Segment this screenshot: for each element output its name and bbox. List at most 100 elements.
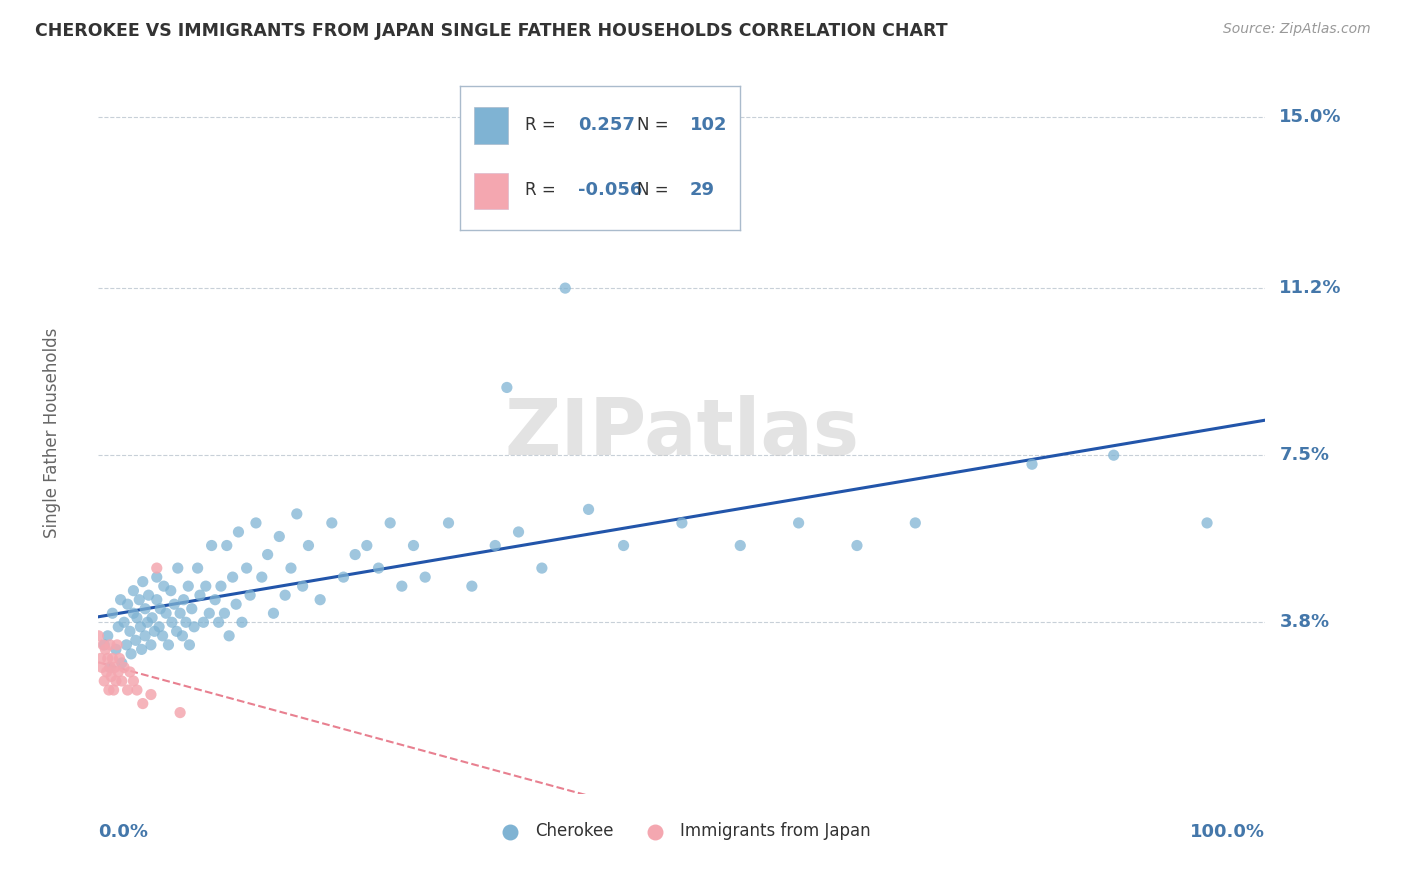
Point (111, 656, 134, 670)
Point (104, 673, 127, 688)
Point (122, 583, 145, 598)
Point (402, 539, 425, 553)
Point (120, 647, 142, 661)
Point (201, 539, 224, 553)
Point (256, 548, 278, 562)
Point (155, 607, 177, 621)
Text: 15.0%: 15.0% (1279, 108, 1341, 126)
Point (117, 683, 139, 698)
Point (108, 651, 131, 665)
Point (166, 624, 188, 639)
Point (508, 524, 530, 539)
Point (107, 620, 129, 634)
Point (152, 629, 174, 643)
Point (787, 516, 810, 530)
Point (166, 561, 188, 575)
Point (904, 516, 927, 530)
Point (143, 624, 166, 639)
Point (94, 642, 117, 657)
Point (159, 583, 181, 598)
Point (125, 683, 148, 698)
Point (107, 665, 129, 679)
Point (101, 651, 124, 665)
Point (97, 629, 120, 643)
Point (221, 570, 243, 584)
Point (148, 620, 170, 634)
Text: Single Father Households: Single Father Households (42, 327, 60, 538)
Point (93, 673, 115, 688)
Point (117, 597, 139, 611)
Point (280, 561, 302, 575)
Point (122, 607, 145, 621)
Point (90, 651, 112, 665)
Point (169, 607, 191, 621)
Point (129, 620, 152, 634)
Point (484, 539, 506, 553)
Point (671, 516, 693, 530)
Point (235, 561, 257, 575)
Point (228, 524, 250, 539)
Point (218, 629, 240, 643)
Text: Source: ZipAtlas.com: Source: ZipAtlas.com (1223, 22, 1371, 37)
Point (146, 592, 169, 607)
Text: 7.5%: 7.5% (1279, 446, 1330, 464)
Point (250, 570, 273, 584)
Point (174, 615, 197, 630)
Point (118, 665, 141, 679)
Point (146, 561, 169, 575)
Point (101, 607, 124, 621)
Point (188, 588, 211, 602)
Point (149, 601, 172, 615)
Point (496, 380, 519, 394)
Text: ZIPatlas: ZIPatlas (505, 394, 859, 471)
Point (291, 579, 314, 593)
Point (309, 592, 332, 607)
Point (183, 620, 205, 634)
Point (321, 516, 343, 530)
Point (177, 579, 200, 593)
Point (269, 529, 291, 543)
Point (98, 660, 121, 674)
Point (380, 516, 402, 530)
Point (193, 615, 215, 630)
Point (356, 539, 378, 553)
Point (163, 597, 186, 611)
Point (111, 673, 134, 688)
Point (112, 615, 135, 630)
Point (613, 539, 636, 553)
Point (215, 539, 238, 553)
Text: 100.0%: 100.0% (1191, 823, 1265, 841)
Point (274, 588, 297, 602)
Point (152, 579, 174, 593)
Point (172, 629, 194, 643)
Point (104, 642, 127, 657)
Point (169, 706, 191, 720)
Point (204, 592, 226, 607)
Point (225, 597, 247, 611)
Point (104, 660, 127, 674)
Point (139, 688, 162, 702)
Point (180, 601, 202, 615)
Point (90, 660, 112, 674)
Point (138, 588, 160, 602)
Point (173, 592, 195, 607)
Point (160, 615, 183, 630)
Point (125, 633, 148, 648)
Point (262, 607, 284, 621)
Point (141, 611, 163, 625)
Point (118, 624, 141, 639)
Point (97, 683, 120, 698)
Point (100, 669, 122, 683)
Point (139, 638, 162, 652)
Point (367, 561, 389, 575)
Point (344, 548, 367, 562)
Point (530, 561, 553, 575)
Point (146, 570, 169, 584)
Point (1102, 448, 1125, 462)
Point (297, 539, 319, 553)
Point (110, 592, 132, 607)
Point (98, 638, 121, 652)
Point (122, 673, 145, 688)
Point (115, 638, 138, 652)
Point (131, 642, 153, 657)
